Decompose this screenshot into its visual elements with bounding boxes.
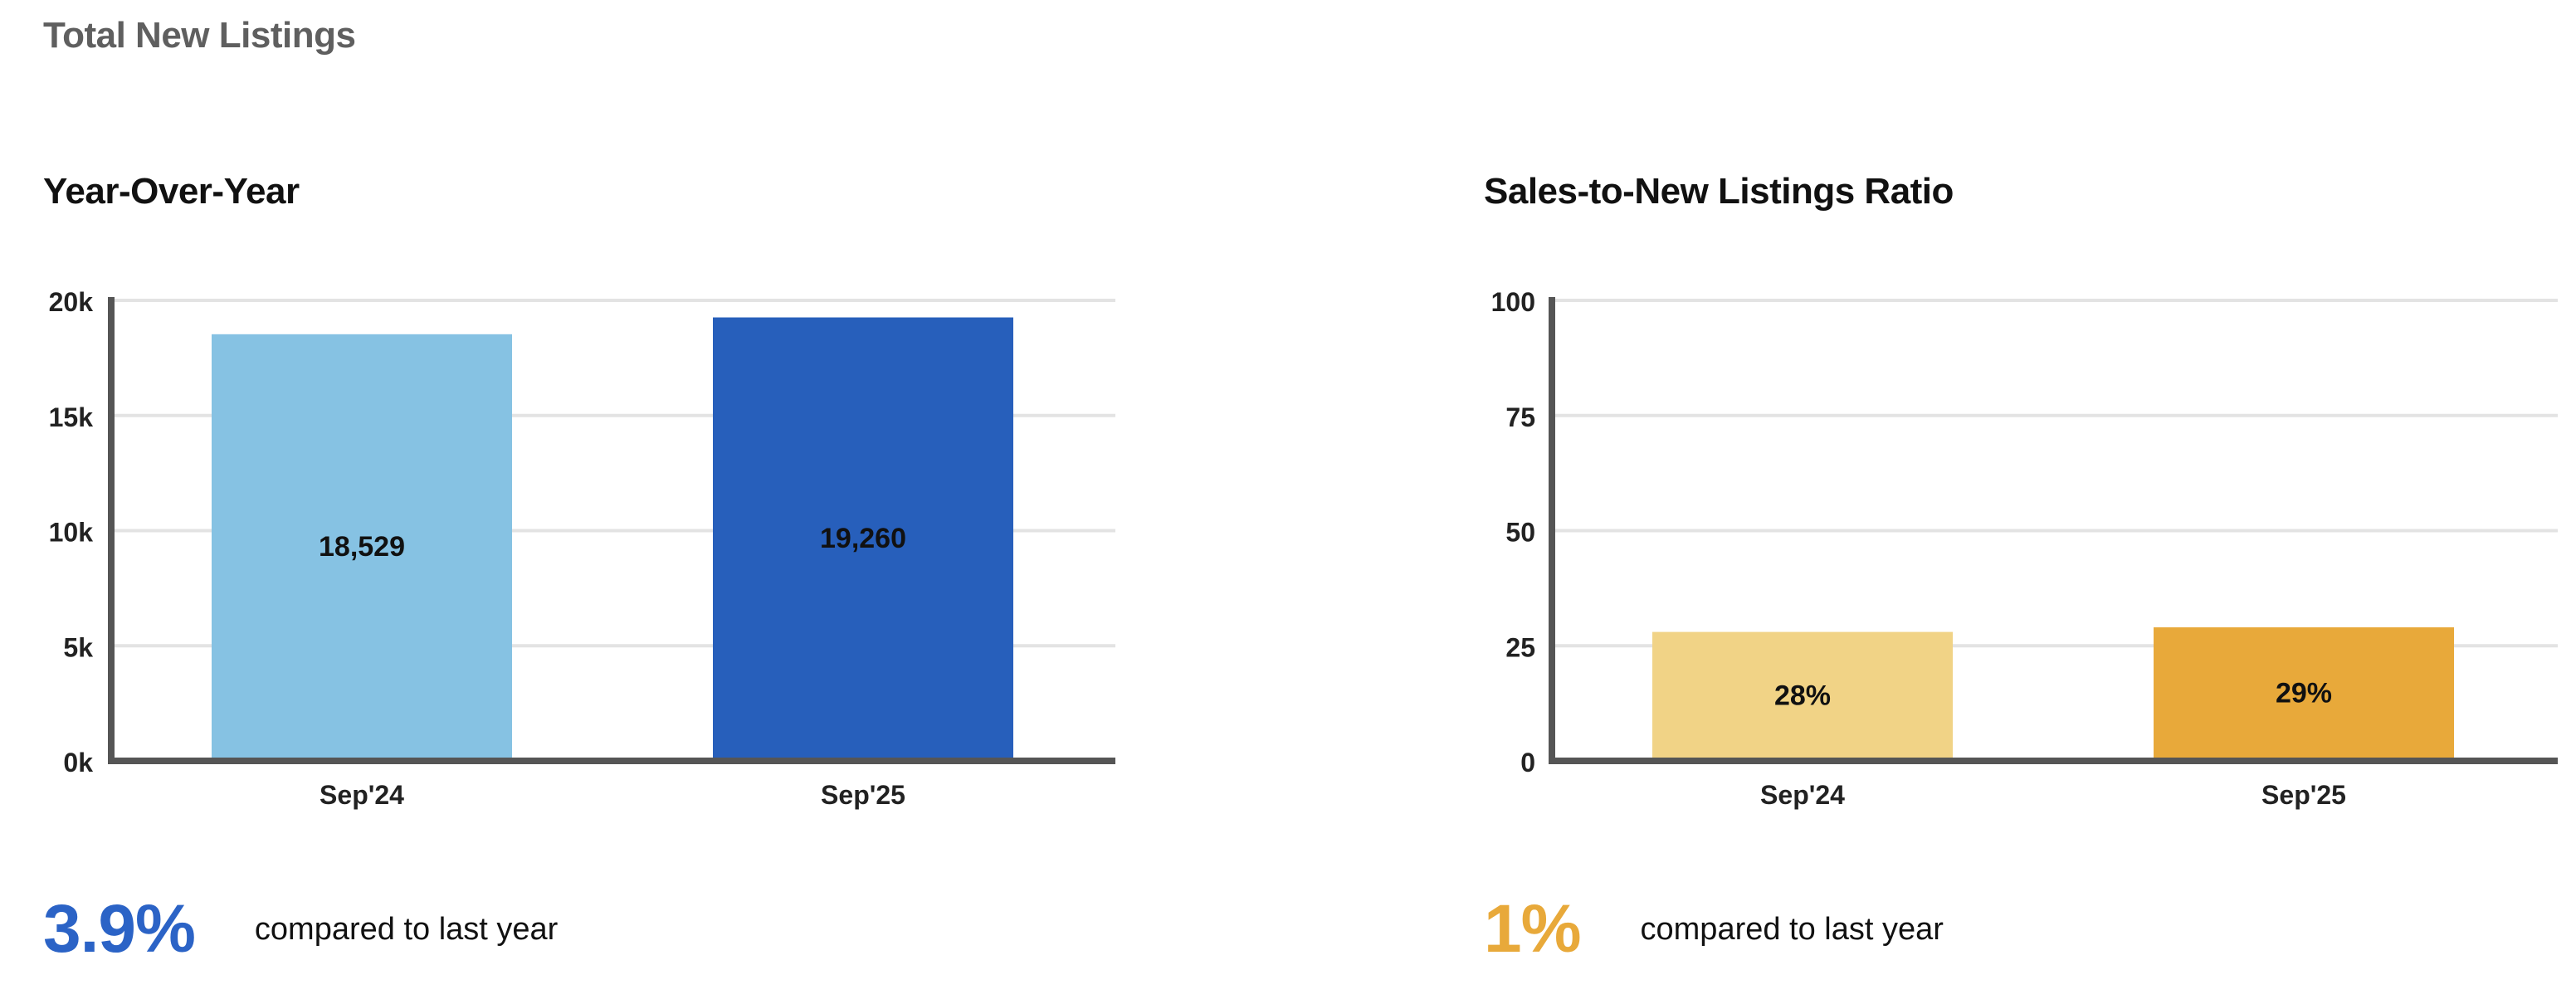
yoy-x-tick-label: Sep'24 [320, 780, 404, 810]
ratio-bar [2154, 627, 2454, 758]
yoy-y-tick-label: 20k [49, 287, 94, 317]
yoy-y-tick-label: 5k [63, 632, 93, 662]
sales-ratio-chart: 0 25 50 75 100 28% Sep'24 29% Sep'25 [1491, 287, 2558, 810]
year-over-year-panel: Year-Over-Year 0k 5k 10k 15k 20k 18,529 Sep'24… [43, 171, 1115, 971]
yoy-y-tick-label: 10k [49, 518, 94, 548]
year-over-year-change-caption: compared to last year [254, 911, 559, 947]
sales-ratio-change-caption: compared to last year [1640, 911, 1944, 947]
year-over-year-summary: 3.9% compared to last year [43, 888, 558, 971]
yoy-bar-value-label: 19,260 [820, 523, 906, 554]
ratio-bar [1652, 631, 1953, 758]
page-title: Total New Listings [43, 15, 356, 56]
yoy-bar-value-label: 18,529 [319, 531, 405, 563]
ratio-y-tick-label: 75 [1505, 402, 1535, 432]
yoy-y-tick-label: 15k [49, 402, 94, 432]
yoy-bar [713, 317, 1013, 758]
ratio-y-tick-label: 0 [1520, 748, 1535, 777]
yoy-y-tick-label: 0k [63, 748, 93, 777]
ratio-y-tick-label: 25 [1505, 632, 1535, 662]
ratio-bar-value-label: 29% [2276, 678, 2332, 709]
ratio-y-tick-label: 50 [1505, 518, 1535, 548]
year-over-year-title: Year-Over-Year [43, 171, 300, 212]
sales-ratio-title: Sales-to-New Listings Ratio [1484, 171, 1954, 212]
ratio-y-tick-label: 100 [1491, 287, 1535, 317]
yoy-bar [212, 334, 512, 758]
ratio-x-tick-label: Sep'24 [1760, 780, 1845, 810]
year-over-year-change-value: 3.9% [43, 891, 196, 967]
sales-ratio-summary: 1% compared to last year [1484, 888, 1944, 971]
sales-ratio-panel: Sales-to-New Listings Ratio 0 25 50 75 100 28… [1288, 0, 2576, 1004]
year-over-year-chart: 0k 5k 10k 15k 20k 18,529 Sep'24 19,260 Sep'25 [49, 287, 1115, 810]
ratio-x-tick-label: Sep'25 [2261, 780, 2346, 810]
ratio-bar-value-label: 28% [1774, 680, 1831, 711]
yoy-x-tick-label: Sep'25 [821, 780, 905, 810]
sales-ratio-change-value: 1% [1484, 891, 1582, 967]
